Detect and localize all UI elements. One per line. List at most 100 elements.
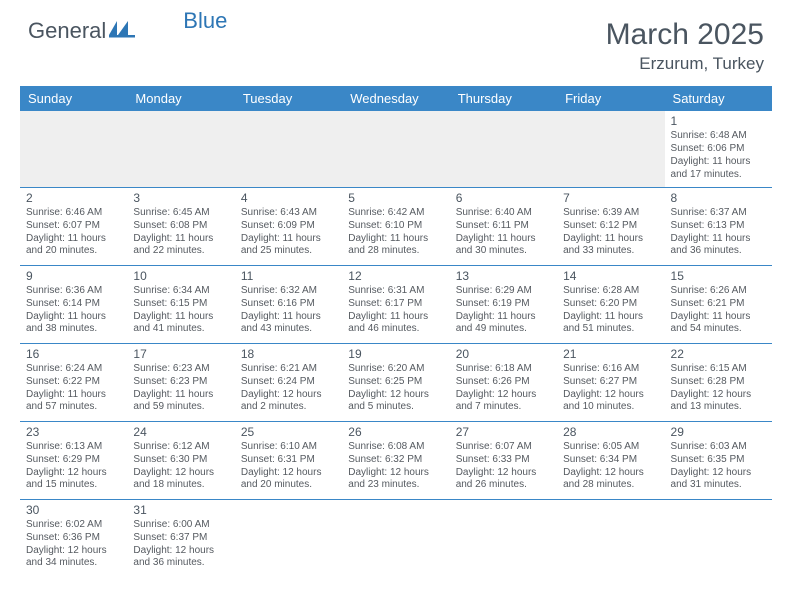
sunset-text: Sunset: 6:13 PM bbox=[671, 220, 766, 233]
day-number: 7 bbox=[563, 191, 658, 206]
calendar-cell: 29Sunrise: 6:03 AMSunset: 6:35 PMDayligh… bbox=[665, 421, 772, 499]
daylight-text: Daylight: 11 hours bbox=[26, 233, 121, 246]
logo-flag-icon bbox=[109, 19, 135, 37]
day-number: 16 bbox=[26, 347, 121, 362]
calendar-week: 16Sunrise: 6:24 AMSunset: 6:22 PMDayligh… bbox=[20, 343, 772, 421]
sunrise-text: Sunrise: 6:42 AM bbox=[348, 207, 443, 220]
daylight-text: and 25 minutes. bbox=[241, 245, 336, 258]
header: General Blue March 2025 Erzurum, Turkey bbox=[0, 0, 792, 84]
sunrise-text: Sunrise: 6:46 AM bbox=[26, 207, 121, 220]
calendar-cell: 22Sunrise: 6:15 AMSunset: 6:28 PMDayligh… bbox=[665, 343, 772, 421]
sunset-text: Sunset: 6:27 PM bbox=[563, 376, 658, 389]
day-number: 3 bbox=[133, 191, 228, 206]
calendar-cell bbox=[235, 499, 342, 577]
calendar-cell: 7Sunrise: 6:39 AMSunset: 6:12 PMDaylight… bbox=[557, 187, 664, 265]
calendar-cell: 19Sunrise: 6:20 AMSunset: 6:25 PMDayligh… bbox=[342, 343, 449, 421]
sunrise-text: Sunrise: 6:07 AM bbox=[456, 441, 551, 454]
day-header: Tuesday bbox=[235, 86, 342, 111]
sunrise-text: Sunrise: 6:23 AM bbox=[133, 363, 228, 376]
sunrise-text: Sunrise: 6:48 AM bbox=[671, 130, 766, 143]
calendar-cell: 28Sunrise: 6:05 AMSunset: 6:34 PMDayligh… bbox=[557, 421, 664, 499]
day-number: 9 bbox=[26, 269, 121, 284]
sunrise-text: Sunrise: 6:40 AM bbox=[456, 207, 551, 220]
daylight-text: and 46 minutes. bbox=[348, 323, 443, 336]
sunrise-text: Sunrise: 6:37 AM bbox=[671, 207, 766, 220]
sunset-text: Sunset: 6:16 PM bbox=[241, 298, 336, 311]
day-number: 2 bbox=[26, 191, 121, 206]
day-number: 29 bbox=[671, 425, 766, 440]
day-header-row: SundayMondayTuesdayWednesdayThursdayFrid… bbox=[20, 86, 772, 111]
sunset-text: Sunset: 6:22 PM bbox=[26, 376, 121, 389]
calendar-cell: 27Sunrise: 6:07 AMSunset: 6:33 PMDayligh… bbox=[450, 421, 557, 499]
sunrise-text: Sunrise: 6:12 AM bbox=[133, 441, 228, 454]
sunrise-text: Sunrise: 6:21 AM bbox=[241, 363, 336, 376]
sunrise-text: Sunrise: 6:28 AM bbox=[563, 285, 658, 298]
calendar-cell: 6Sunrise: 6:40 AMSunset: 6:11 PMDaylight… bbox=[450, 187, 557, 265]
sunrise-text: Sunrise: 6:00 AM bbox=[133, 519, 228, 532]
sunrise-text: Sunrise: 6:45 AM bbox=[133, 207, 228, 220]
daylight-text: Daylight: 12 hours bbox=[348, 389, 443, 402]
sunrise-text: Sunrise: 6:29 AM bbox=[456, 285, 551, 298]
day-header: Wednesday bbox=[342, 86, 449, 111]
daylight-text: and 28 minutes. bbox=[348, 245, 443, 258]
calendar-cell: 4Sunrise: 6:43 AMSunset: 6:09 PMDaylight… bbox=[235, 187, 342, 265]
calendar-cell: 13Sunrise: 6:29 AMSunset: 6:19 PMDayligh… bbox=[450, 265, 557, 343]
calendar-cell bbox=[342, 111, 449, 187]
daylight-text: and 23 minutes. bbox=[348, 479, 443, 492]
day-number: 8 bbox=[671, 191, 766, 206]
daylight-text: Daylight: 11 hours bbox=[133, 311, 228, 324]
sunset-text: Sunset: 6:12 PM bbox=[563, 220, 658, 233]
calendar-cell: 30Sunrise: 6:02 AMSunset: 6:36 PMDayligh… bbox=[20, 499, 127, 577]
calendar-cell: 31Sunrise: 6:00 AMSunset: 6:37 PMDayligh… bbox=[127, 499, 234, 577]
day-number: 26 bbox=[348, 425, 443, 440]
day-header: Saturday bbox=[665, 86, 772, 111]
daylight-text: Daylight: 11 hours bbox=[671, 156, 766, 169]
calendar-cell: 11Sunrise: 6:32 AMSunset: 6:16 PMDayligh… bbox=[235, 265, 342, 343]
calendar-cell: 3Sunrise: 6:45 AMSunset: 6:08 PMDaylight… bbox=[127, 187, 234, 265]
daylight-text: Daylight: 12 hours bbox=[133, 545, 228, 558]
daylight-text: Daylight: 11 hours bbox=[133, 389, 228, 402]
day-number: 17 bbox=[133, 347, 228, 362]
calendar-week: 9Sunrise: 6:36 AMSunset: 6:14 PMDaylight… bbox=[20, 265, 772, 343]
location: Erzurum, Turkey bbox=[606, 54, 764, 74]
daylight-text: Daylight: 11 hours bbox=[348, 233, 443, 246]
sunrise-text: Sunrise: 6:08 AM bbox=[348, 441, 443, 454]
calendar-cell bbox=[450, 111, 557, 187]
calendar-cell bbox=[450, 499, 557, 577]
day-header: Sunday bbox=[20, 86, 127, 111]
sunset-text: Sunset: 6:07 PM bbox=[26, 220, 121, 233]
day-header: Friday bbox=[557, 86, 664, 111]
sunset-text: Sunset: 6:09 PM bbox=[241, 220, 336, 233]
calendar-cell bbox=[342, 499, 449, 577]
daylight-text: Daylight: 12 hours bbox=[26, 545, 121, 558]
daylight-text: and 22 minutes. bbox=[133, 245, 228, 258]
calendar-cell bbox=[557, 111, 664, 187]
sunset-text: Sunset: 6:33 PM bbox=[456, 454, 551, 467]
sunset-text: Sunset: 6:14 PM bbox=[26, 298, 121, 311]
day-number: 12 bbox=[348, 269, 443, 284]
daylight-text: Daylight: 11 hours bbox=[456, 233, 551, 246]
daylight-text: and 33 minutes. bbox=[563, 245, 658, 258]
day-number: 30 bbox=[26, 503, 121, 518]
sunrise-text: Sunrise: 6:18 AM bbox=[456, 363, 551, 376]
day-number: 15 bbox=[671, 269, 766, 284]
day-number: 14 bbox=[563, 269, 658, 284]
sunset-text: Sunset: 6:37 PM bbox=[133, 532, 228, 545]
calendar-cell bbox=[557, 499, 664, 577]
logo-text-1: General bbox=[28, 18, 106, 44]
sunrise-text: Sunrise: 6:02 AM bbox=[26, 519, 121, 532]
calendar-cell bbox=[20, 111, 127, 187]
month-title: March 2025 bbox=[606, 18, 764, 52]
logo-text-2: Blue bbox=[183, 8, 227, 34]
calendar-cell: 21Sunrise: 6:16 AMSunset: 6:27 PMDayligh… bbox=[557, 343, 664, 421]
sunset-text: Sunset: 6:23 PM bbox=[133, 376, 228, 389]
calendar-cell: 1Sunrise: 6:48 AMSunset: 6:06 PMDaylight… bbox=[665, 111, 772, 187]
sunset-text: Sunset: 6:11 PM bbox=[456, 220, 551, 233]
day-header: Thursday bbox=[450, 86, 557, 111]
daylight-text: Daylight: 11 hours bbox=[26, 311, 121, 324]
daylight-text: and 31 minutes. bbox=[671, 479, 766, 492]
daylight-text: Daylight: 11 hours bbox=[456, 311, 551, 324]
calendar-cell: 17Sunrise: 6:23 AMSunset: 6:23 PMDayligh… bbox=[127, 343, 234, 421]
sunrise-text: Sunrise: 6:43 AM bbox=[241, 207, 336, 220]
day-number: 19 bbox=[348, 347, 443, 362]
